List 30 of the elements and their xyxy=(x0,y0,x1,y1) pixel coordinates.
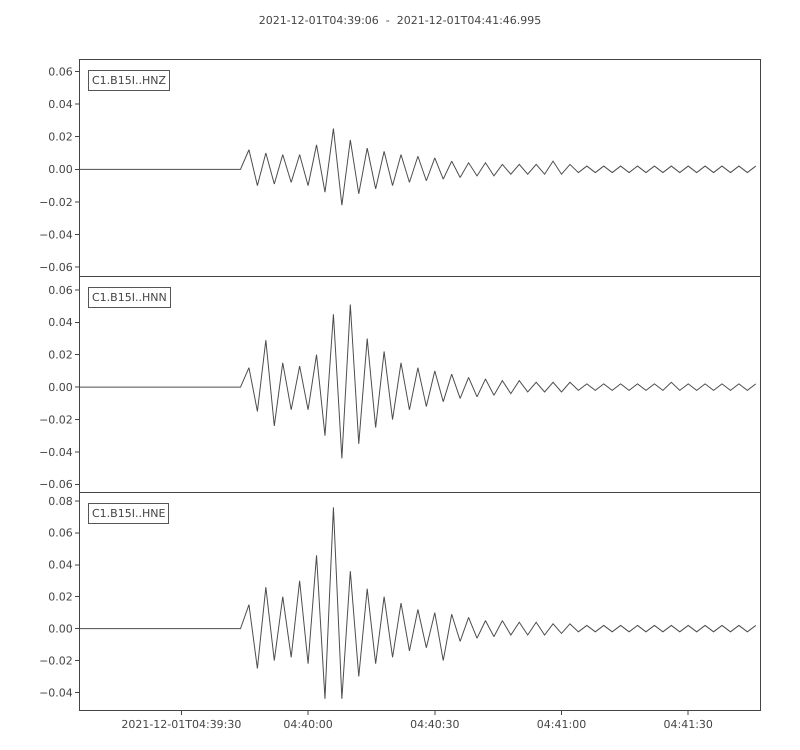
y-tick-label: 0.00 xyxy=(48,163,73,176)
y-tick-label: 0.04 xyxy=(48,316,73,329)
text: C1.B15I..HNN xyxy=(92,290,167,304)
y-tick-label: 0.00 xyxy=(48,380,73,394)
y-tick-label: 0.04 xyxy=(48,559,73,572)
y-tick-label: 0.08 xyxy=(48,495,73,508)
x-tick-label: 04:40:30 xyxy=(410,718,460,732)
y-tick-label: −0.04 xyxy=(39,228,73,242)
y-tick-label: −0.02 xyxy=(39,654,73,668)
x-tick-label: 04:40:00 xyxy=(283,718,333,732)
x-tick-label: 2021-12-01T04:39:30 xyxy=(121,718,242,732)
y-tick-label: 0.04 xyxy=(48,98,73,111)
y-tick-label: −0.06 xyxy=(39,261,73,274)
y-tick-label: 0.00 xyxy=(48,622,73,636)
y-tick-label: 0.06 xyxy=(48,65,73,78)
text: C1.B15I..HNZ xyxy=(92,74,166,87)
y-tick-label: −0.06 xyxy=(39,478,73,491)
y-tick-label: 0.06 xyxy=(48,283,73,296)
x-tick-label: 04:41:30 xyxy=(664,718,713,732)
y-tick-label: 0.02 xyxy=(48,348,73,362)
y-tick-label: −0.04 xyxy=(39,445,73,458)
y-tick-label: 0.02 xyxy=(48,590,73,604)
y-tick-label: −0.04 xyxy=(39,686,73,700)
chart-title: 2021-12-01T04:39:06 - 2021-12-01T04:41:46.995 xyxy=(258,14,542,27)
x-tick-label: 04:41:00 xyxy=(536,718,586,732)
y-tick-label: 0.02 xyxy=(48,130,73,144)
y-tick-label: −0.02 xyxy=(39,196,73,209)
y-tick-label: 0.06 xyxy=(48,527,73,540)
y-tick-label: −0.02 xyxy=(39,413,73,426)
text: C1.B15I..HNE xyxy=(92,507,166,520)
